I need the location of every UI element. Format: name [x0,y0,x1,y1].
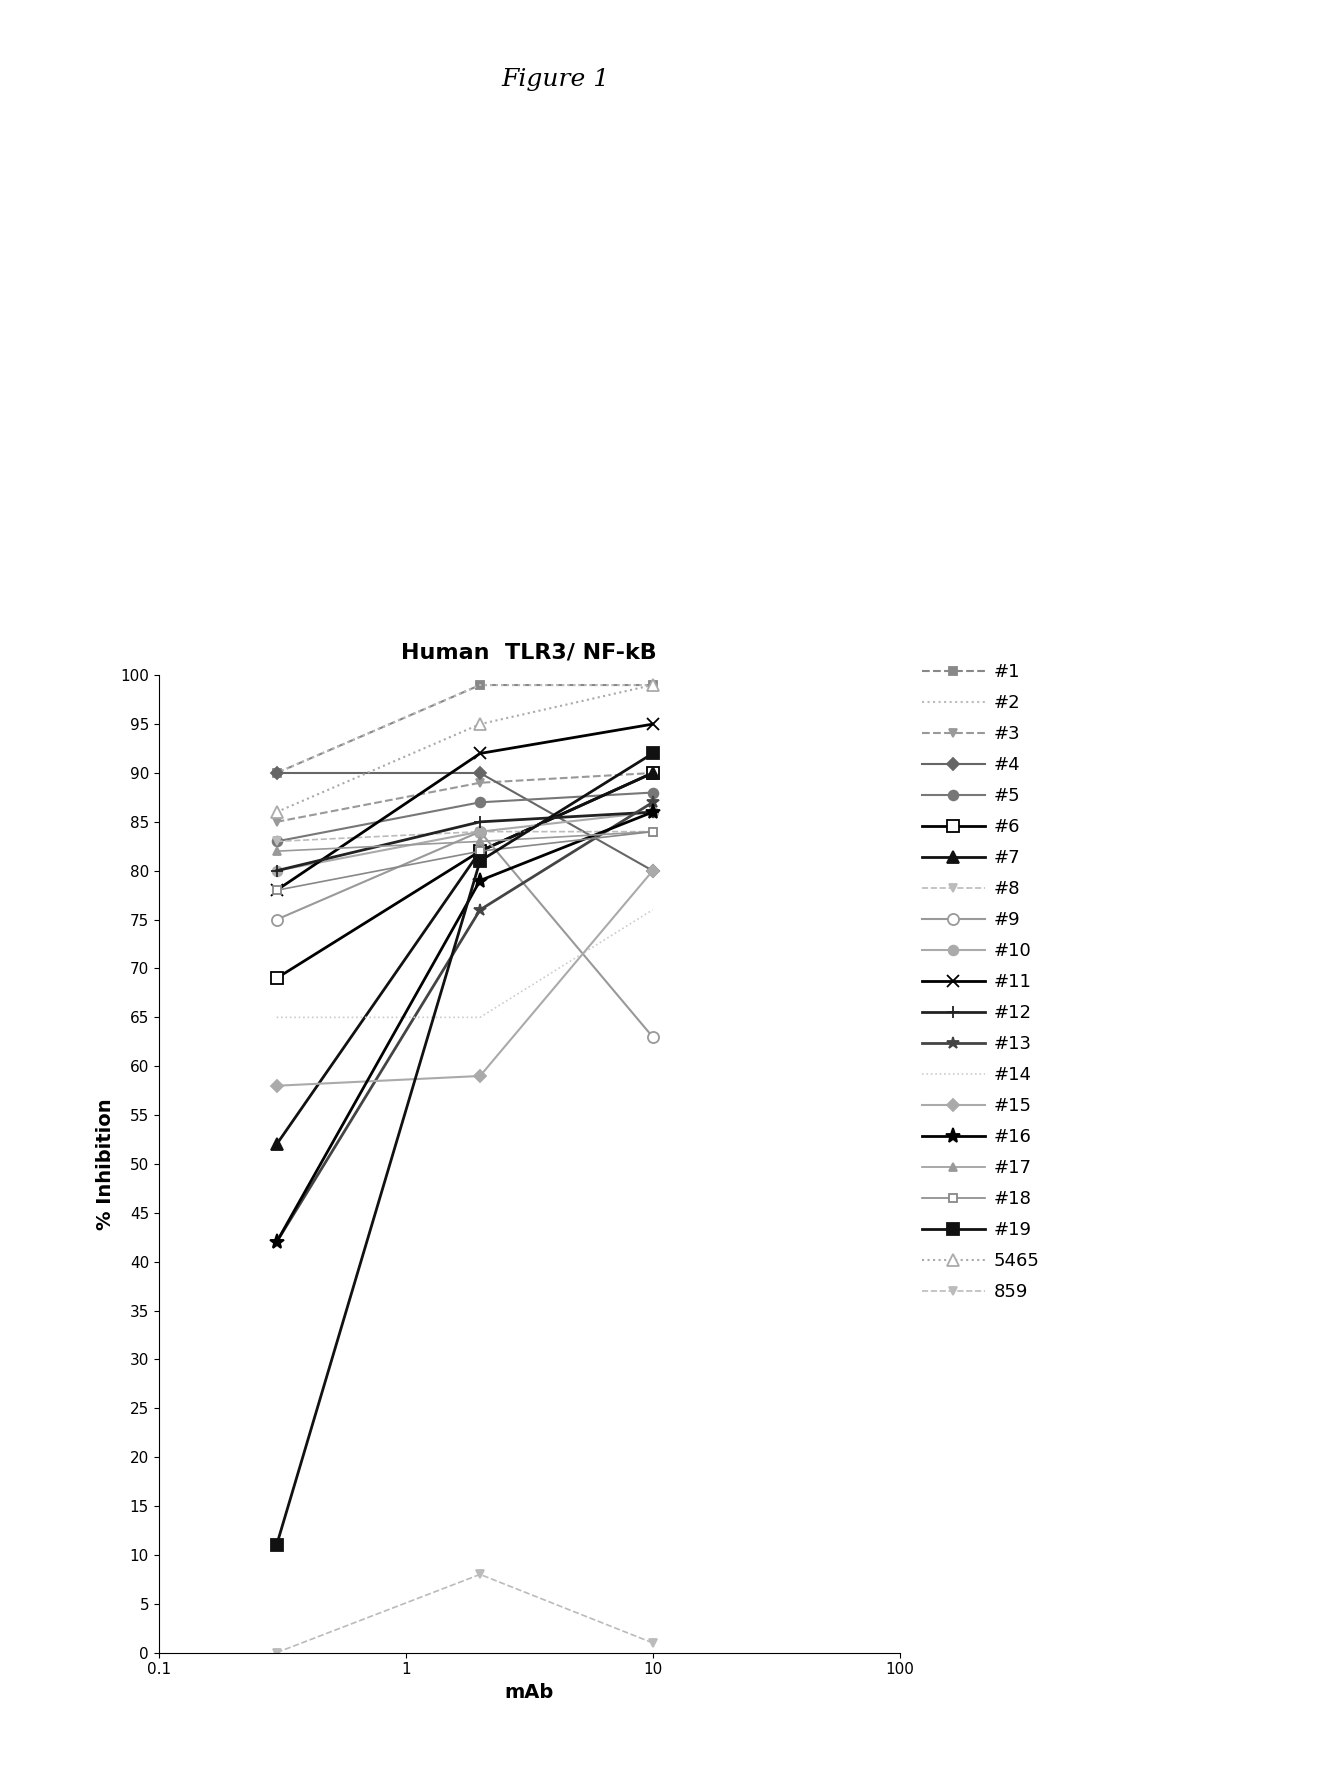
#19 [269,1534,284,1557]
#19 [644,743,660,764]
#9 [269,908,284,929]
#3 [269,810,284,832]
#11 [644,713,660,734]
#2 [644,673,660,695]
#13 [269,1231,284,1253]
#6 [472,841,488,862]
#1 [644,673,660,695]
#15 [472,1064,488,1086]
Line: 859: 859 [273,1571,656,1656]
Line: #2: #2 [277,684,652,773]
859 [644,1631,660,1653]
#15 [269,1075,284,1096]
#17 [269,841,284,862]
#2 [269,762,284,784]
#1 [269,762,284,784]
#19 [472,849,488,871]
Line: #6: #6 [270,766,659,984]
#15 [644,860,660,881]
Line: #5: #5 [271,787,658,846]
#17 [644,821,660,842]
Line: 5465: 5465 [271,679,659,817]
Line: #4: #4 [273,769,656,874]
#7 [644,762,660,784]
#16 [269,1231,284,1253]
#11 [472,743,488,764]
#12 [472,810,488,832]
Line: #11: #11 [270,718,659,897]
#9 [472,821,488,842]
5465 [644,673,660,695]
Line: #9: #9 [271,826,659,1043]
#14 [644,899,660,920]
Text: Figure 1: Figure 1 [501,68,610,91]
5465 [269,801,284,823]
#18 [472,841,488,862]
Line: #14: #14 [277,910,652,1016]
Line: #12: #12 [270,805,659,878]
#18 [644,821,660,842]
#14 [269,1006,284,1027]
#16 [644,801,660,823]
Y-axis label: % Inhibition: % Inhibition [95,1098,115,1230]
#10 [269,860,284,881]
#4 [472,762,488,784]
Line: #18: #18 [273,828,656,894]
5465 [472,713,488,734]
#7 [269,1134,284,1155]
#8 [644,821,660,842]
Line: #1: #1 [273,681,656,777]
#1 [472,673,488,695]
Line: #10: #10 [271,807,658,876]
Line: #16: #16 [269,805,660,1249]
Line: #19: #19 [270,746,659,1551]
#17 [472,830,488,851]
#12 [269,860,284,881]
#2 [472,673,488,695]
#13 [644,791,660,812]
#5 [644,782,660,803]
#6 [644,762,660,784]
#4 [269,762,284,784]
X-axis label: mAb: mAb [504,1683,554,1702]
#11 [269,880,284,901]
#10 [472,821,488,842]
#6 [269,967,284,988]
859 [269,1642,284,1663]
#5 [269,830,284,851]
Line: #17: #17 [273,828,656,855]
#14 [472,1006,488,1027]
Line: #8: #8 [273,828,656,846]
#9 [644,1025,660,1047]
#16 [472,869,488,890]
#3 [644,762,660,784]
#3 [472,771,488,793]
Legend: #1, #2, #3, #4, #5, #6, #7, #8, #9, #10, #11, #12, #13, #14, #15, #16, #17, #18,: #1, #2, #3, #4, #5, #6, #7, #8, #9, #10,… [914,656,1046,1308]
Line: #3: #3 [273,769,656,826]
#8 [269,830,284,851]
#8 [472,821,488,842]
#4 [644,860,660,881]
#10 [644,801,660,823]
Line: #13: #13 [270,796,659,1249]
#5 [472,791,488,812]
Line: #7: #7 [270,766,659,1151]
Title: Human  TLR3/ NF-kB: Human TLR3/ NF-kB [401,643,658,663]
#7 [472,841,488,862]
#13 [472,899,488,920]
#12 [644,801,660,823]
#18 [269,880,284,901]
Line: #15: #15 [273,867,656,1089]
859 [472,1564,488,1585]
